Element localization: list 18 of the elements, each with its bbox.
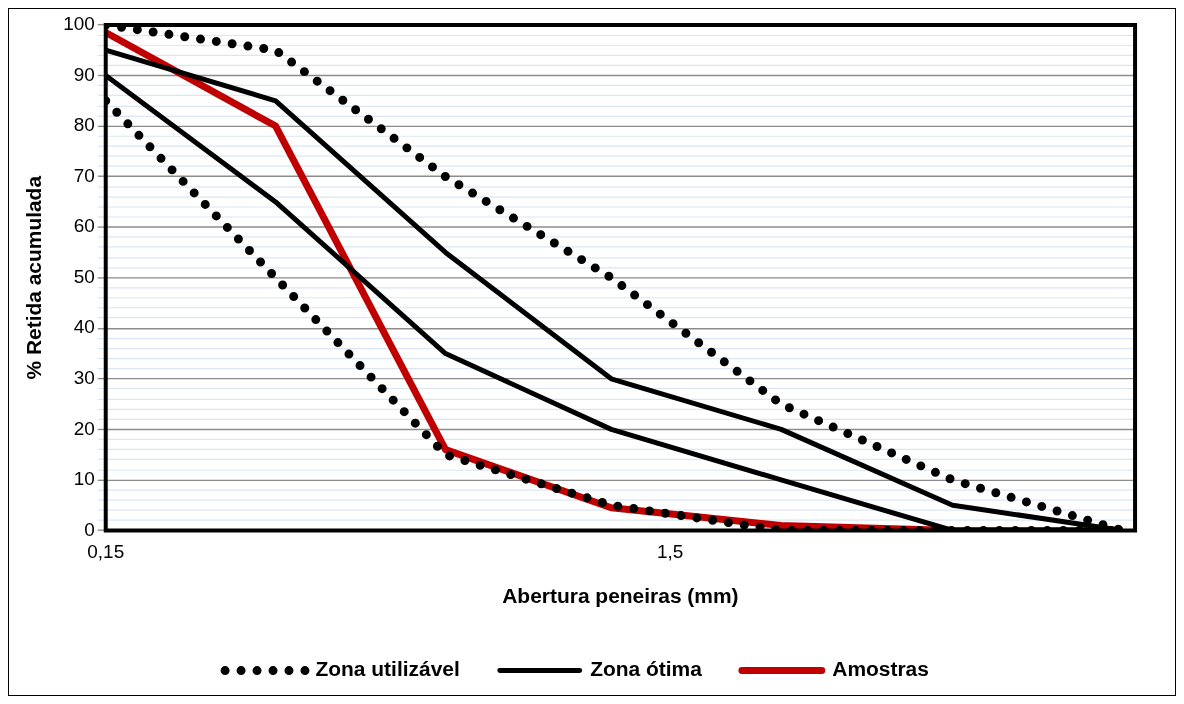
y-tick-label: 60 (73, 215, 95, 237)
y-tick-label: 30 (73, 367, 95, 389)
y-tick-label: 10 (73, 468, 95, 490)
x-tick-label: 1,5 (656, 541, 684, 563)
y-tick-label: 70 (73, 164, 95, 186)
legend-label: Amostras (832, 657, 929, 681)
legend-label: Zona utilizável (315, 657, 460, 681)
y-axis-title: % Retida acumulada (22, 175, 46, 380)
y-tick-label: 90 (73, 63, 95, 85)
legend-label: Zona ótima (590, 657, 703, 681)
y-tick-label: 50 (73, 265, 95, 287)
y-tick-label: 80 (73, 114, 95, 136)
x-tick-label: 0,15 (87, 541, 125, 563)
y-tick-label: 0 (84, 518, 95, 540)
x-axis-title: Abertura peneiras (mm) (502, 584, 739, 608)
y-tick-label: 40 (73, 316, 95, 338)
y-tick-label: 100 (63, 13, 95, 35)
y-tick-label: 20 (73, 417, 95, 439)
